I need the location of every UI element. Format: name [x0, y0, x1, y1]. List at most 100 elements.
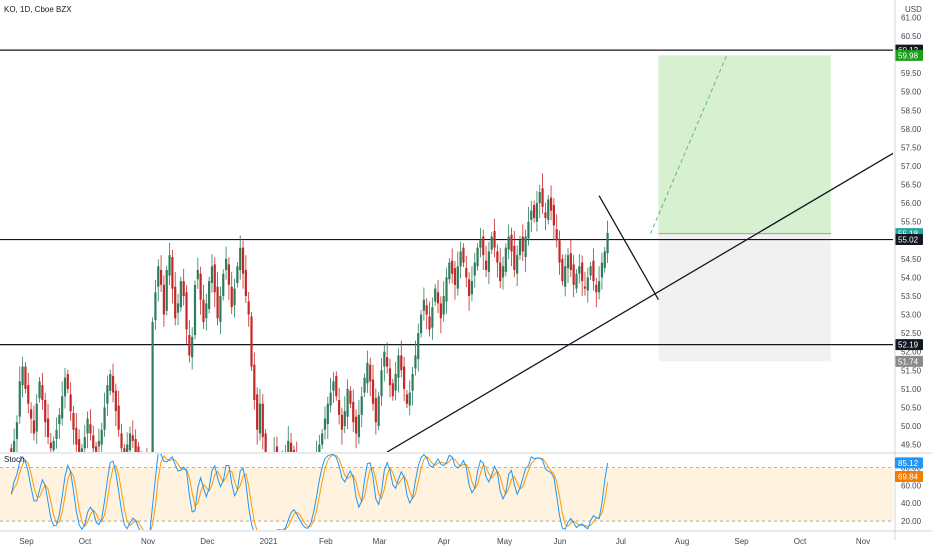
candle-body[interactable] [417, 333, 420, 360]
candle-body[interactable] [182, 281, 185, 296]
candle-body[interactable] [357, 414, 360, 438]
candle-body[interactable] [202, 299, 205, 322]
candle-body[interactable] [564, 266, 567, 287]
candle-body[interactable] [191, 336, 194, 358]
candle-body[interactable] [296, 454, 298, 467]
candle-body[interactable] [80, 448, 84, 459]
candle-body[interactable] [83, 437, 86, 449]
candle-body[interactable] [425, 305, 428, 315]
candle-body[interactable] [261, 403, 264, 438]
candle-body[interactable] [470, 281, 474, 295]
candle-body[interactable] [18, 381, 21, 417]
profit-zone[interactable] [658, 55, 831, 234]
candle-body[interactable] [592, 260, 595, 282]
candle-body[interactable] [236, 266, 239, 283]
candle-body[interactable] [459, 251, 462, 267]
candle-body[interactable] [411, 374, 414, 391]
candle-body[interactable] [199, 273, 202, 300]
candle-body[interactable] [63, 377, 67, 397]
candle-body[interactable] [363, 377, 366, 393]
candle-body[interactable] [533, 205, 536, 218]
candle-body[interactable] [419, 314, 423, 334]
candle-body[interactable] [360, 396, 363, 415]
candle-body[interactable] [171, 257, 174, 289]
candle-body[interactable] [366, 362, 369, 384]
candle-body[interactable] [120, 433, 123, 449]
candle-body[interactable] [581, 262, 584, 282]
candle-body[interactable] [140, 463, 142, 464]
candle-body[interactable] [24, 366, 27, 389]
candle-body[interactable] [521, 236, 524, 252]
candle-body[interactable] [89, 424, 92, 434]
candle-body[interactable] [544, 212, 547, 218]
candle-body[interactable] [315, 456, 317, 462]
candle-body[interactable] [369, 364, 372, 382]
candle-body[interactable] [346, 388, 349, 417]
candle-body[interactable] [117, 405, 120, 430]
candle-body[interactable] [394, 374, 397, 391]
candle-body[interactable] [253, 364, 256, 400]
candle-body[interactable] [445, 277, 448, 302]
candle-body[interactable] [100, 429, 103, 445]
rising-support-trendline[interactable] [386, 140, 915, 452]
candle-body[interactable] [507, 236, 510, 250]
candle-body[interactable] [94, 446, 98, 452]
candle-body[interactable] [52, 440, 55, 451]
candle-body[interactable] [134, 439, 137, 452]
candle-body[interactable] [258, 403, 262, 434]
candle-body[interactable] [213, 264, 216, 293]
candle-body[interactable] [603, 251, 606, 269]
candle-body[interactable] [210, 266, 214, 283]
candle-body[interactable] [431, 307, 434, 328]
candle-body[interactable] [154, 292, 157, 321]
candle-body[interactable] [44, 400, 47, 423]
candle-body[interactable] [371, 379, 375, 404]
candle-body[interactable] [487, 251, 490, 272]
candle-body[interactable] [343, 411, 346, 426]
candle-body[interactable] [279, 463, 281, 467]
candle-body[interactable] [527, 221, 530, 239]
candle-body[interactable] [561, 258, 564, 282]
candle-body[interactable] [126, 444, 129, 452]
candle-body[interactable] [326, 403, 329, 425]
candle-body[interactable] [598, 281, 601, 293]
candle-body[interactable] [111, 375, 115, 393]
candle-body[interactable] [388, 368, 392, 386]
candle-body[interactable] [434, 288, 437, 302]
candle-body[interactable] [222, 273, 225, 296]
candle-body[interactable] [422, 299, 425, 311]
candle-body[interactable] [239, 247, 242, 270]
candle-body[interactable] [468, 279, 471, 296]
candle-body[interactable] [250, 316, 253, 367]
candle-body[interactable] [589, 266, 592, 276]
candle-body[interactable] [538, 192, 541, 204]
candle-body[interactable] [516, 255, 519, 274]
candle-body[interactable] [572, 264, 575, 285]
stoch-k-line[interactable] [10, 452, 609, 536]
candle-body[interactable] [188, 335, 191, 356]
candle-body[interactable] [205, 303, 208, 319]
candle-body[interactable] [97, 440, 101, 447]
candle-body[interactable] [374, 398, 377, 423]
candle-body[interactable] [436, 292, 440, 304]
candle-body[interactable] [46, 418, 50, 438]
candle-body[interactable] [35, 403, 38, 432]
candle-body[interactable] [482, 236, 485, 256]
candle-body[interactable] [448, 262, 451, 280]
candle-body[interactable] [575, 273, 578, 289]
candle-body[interactable] [106, 385, 109, 404]
candle-body[interactable] [146, 463, 148, 467]
candle-body[interactable] [287, 440, 290, 458]
candle-body[interactable] [504, 247, 507, 272]
candle-body[interactable] [292, 450, 295, 459]
candle-body[interactable] [157, 266, 160, 287]
candle-body[interactable] [29, 409, 33, 419]
falling-trendline[interactable] [598, 195, 660, 301]
candle-body[interactable] [165, 270, 168, 311]
candle-body[interactable] [318, 444, 321, 460]
candle-body[interactable] [606, 232, 609, 254]
candle-body[interactable] [499, 262, 502, 282]
candle-body[interactable] [340, 414, 344, 430]
candle-body[interactable] [179, 281, 182, 308]
price-pane[interactable] [0, 49, 916, 501]
